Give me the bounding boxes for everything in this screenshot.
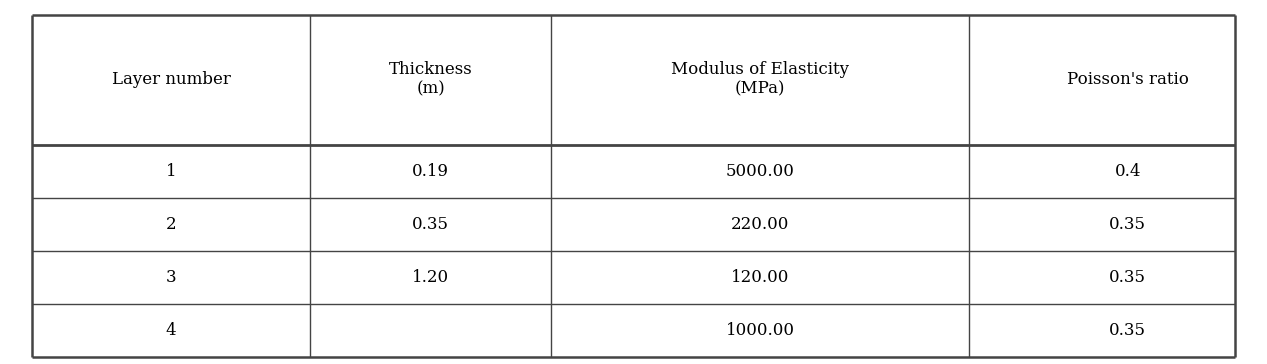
Text: Poisson's ratio: Poisson's ratio [1067, 71, 1188, 88]
Text: 120.00: 120.00 [731, 269, 789, 286]
Text: Layer number: Layer number [111, 71, 231, 88]
Text: 3: 3 [166, 269, 176, 286]
Text: 0.35: 0.35 [1109, 322, 1147, 339]
Text: 0.35: 0.35 [412, 215, 450, 233]
Text: 0.4: 0.4 [1115, 163, 1140, 179]
Text: 5000.00: 5000.00 [726, 163, 794, 179]
Text: 0.35: 0.35 [1109, 269, 1147, 286]
Text: 1.20: 1.20 [412, 269, 450, 286]
Text: 1: 1 [166, 163, 176, 179]
Text: Thickness
(m): Thickness (m) [389, 61, 473, 98]
Text: 1000.00: 1000.00 [726, 322, 794, 339]
Text: 220.00: 220.00 [731, 215, 789, 233]
Text: 0.35: 0.35 [1109, 215, 1147, 233]
Text: 2: 2 [166, 215, 176, 233]
Text: 0.19: 0.19 [412, 163, 450, 179]
Text: 4: 4 [166, 322, 176, 339]
Text: Modulus of Elasticity
(MPa): Modulus of Elasticity (MPa) [672, 61, 849, 98]
